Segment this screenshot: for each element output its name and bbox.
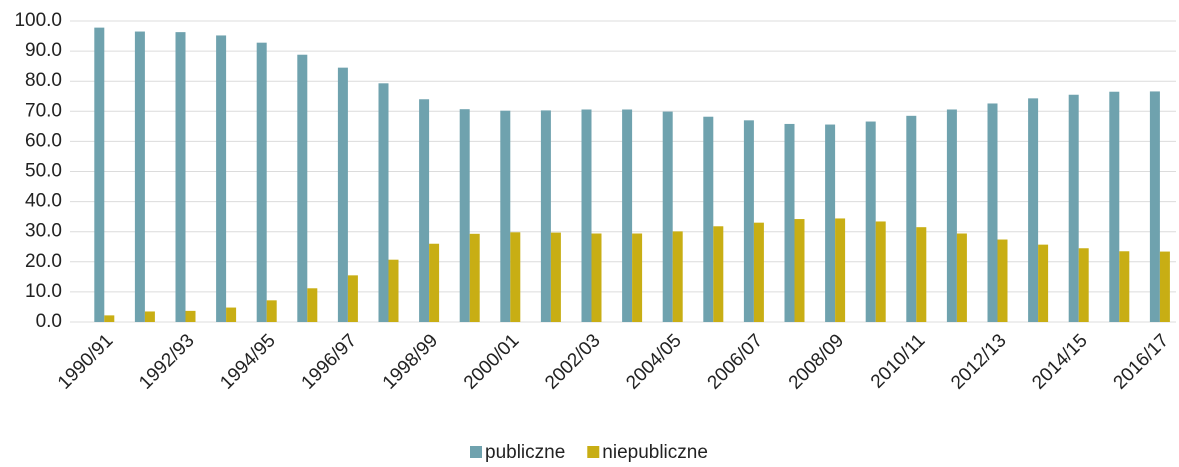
bar (1119, 251, 1130, 322)
bar (743, 120, 754, 322)
x-tick-label: 1992/93 (135, 330, 198, 393)
bar (266, 300, 277, 322)
bar (459, 109, 470, 323)
bar (469, 233, 480, 322)
x-tick-label: 2006/07 (704, 330, 767, 393)
bar (185, 310, 196, 322)
y-tick-label: 10.0 (25, 281, 62, 302)
bar (1068, 94, 1079, 323)
bar (987, 103, 998, 322)
bar (226, 307, 237, 322)
bar (297, 54, 308, 322)
x-tick-label: 2016/17 (1110, 330, 1173, 393)
bar (946, 109, 957, 322)
y-tick-label: 70.0 (25, 100, 62, 121)
bar (256, 42, 267, 323)
bar (672, 231, 683, 322)
y-tick-label: 40.0 (25, 191, 62, 212)
bar (875, 221, 886, 322)
bar (662, 111, 673, 322)
bar (906, 115, 917, 322)
x-tick-label: 2000/01 (460, 330, 523, 393)
bar (1038, 244, 1049, 322)
bar (916, 227, 927, 322)
bar (175, 32, 186, 323)
bar (1149, 91, 1160, 323)
bar (632, 233, 643, 322)
bar (794, 219, 805, 322)
bar (307, 288, 318, 322)
bar (703, 116, 714, 322)
bar (713, 226, 724, 322)
bar (144, 311, 155, 322)
bar (94, 27, 105, 322)
bar (388, 259, 399, 322)
x-tick-label: 2012/13 (947, 330, 1010, 393)
bar (622, 109, 633, 322)
x-tick-label: 1990/91 (54, 330, 117, 393)
bar (429, 243, 440, 322)
y-tick-label: 50.0 (25, 161, 62, 182)
bar (591, 233, 602, 322)
x-tick-label: 1994/95 (216, 330, 279, 393)
bar (337, 67, 348, 322)
bar (581, 109, 592, 322)
y-tick-label: 20.0 (25, 251, 62, 272)
bar (347, 275, 358, 322)
y-tick-label: 90.0 (25, 40, 62, 61)
bar (753, 222, 764, 322)
bar (216, 35, 227, 322)
x-tick-label: 2010/11 (867, 330, 929, 392)
bar (1028, 98, 1039, 323)
x-tick-label: 2004/05 (622, 330, 685, 393)
bar (134, 31, 145, 322)
x-tick-label: 2014/15 (1028, 330, 1091, 393)
x-tick-label: 1998/99 (379, 330, 442, 393)
x-tick-label: 2008/09 (785, 330, 848, 393)
y-tick-label: 30.0 (25, 221, 62, 242)
bar (835, 218, 846, 322)
x-tick-label: 2002/03 (541, 330, 604, 393)
legend-label: niepubliczne (602, 442, 708, 463)
y-tick-label: 0.0 (36, 311, 62, 332)
bar (500, 110, 511, 322)
bar (1159, 251, 1170, 322)
y-tick-label: 80.0 (25, 70, 62, 91)
bar (550, 232, 561, 322)
y-tick-label: 60.0 (25, 130, 62, 151)
x-tick-label: 1996/97 (298, 330, 361, 393)
bar (997, 239, 1008, 322)
legend-label: publiczne (485, 442, 565, 463)
bar (956, 233, 967, 322)
bar (784, 123, 795, 322)
legend-swatch (587, 446, 600, 458)
bar (825, 124, 836, 322)
legend-swatch (470, 446, 482, 458)
bar (1109, 91, 1120, 322)
bar (419, 99, 430, 322)
bar (540, 110, 551, 322)
bar (1078, 248, 1089, 322)
bar (104, 315, 115, 322)
bar (865, 121, 876, 322)
bar (378, 83, 389, 322)
y-tick-label: 100.0 (14, 10, 62, 31)
bar (510, 232, 521, 322)
